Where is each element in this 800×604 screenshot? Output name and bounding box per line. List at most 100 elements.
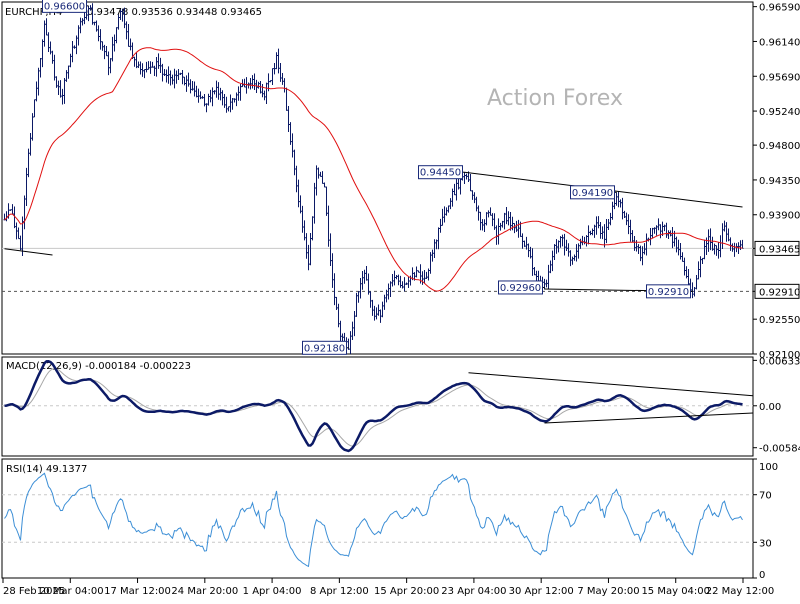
annotation-box — [418, 165, 463, 180]
candle — [527, 243, 530, 258]
candle — [477, 205, 480, 221]
candle — [727, 228, 730, 242]
candle — [75, 35, 78, 55]
candle — [105, 46, 108, 57]
candle — [55, 76, 58, 88]
candle — [325, 186, 328, 216]
candle — [213, 90, 216, 95]
candle — [425, 271, 428, 280]
candle — [607, 219, 610, 230]
candle — [401, 281, 404, 289]
macd-trendline — [544, 412, 753, 424]
candle — [403, 277, 406, 292]
candle — [489, 207, 492, 216]
candle — [611, 201, 614, 220]
candle — [597, 216, 600, 229]
candle — [217, 82, 220, 100]
candle — [207, 93, 210, 106]
candle — [433, 239, 436, 258]
candle — [553, 244, 556, 261]
candle — [369, 291, 372, 308]
candle — [633, 236, 636, 251]
price-tick-label: 0.96140 — [759, 37, 800, 48]
candle — [575, 244, 578, 262]
candle — [619, 199, 622, 208]
candle — [615, 192, 618, 206]
candle — [329, 233, 332, 267]
candle — [13, 206, 16, 229]
candle — [327, 205, 330, 247]
candle — [637, 244, 640, 255]
candle — [205, 103, 208, 113]
candle — [483, 219, 486, 232]
candle — [657, 218, 660, 231]
annotation-label: 0.94190 — [572, 188, 613, 199]
candle — [609, 212, 612, 226]
candle — [681, 252, 684, 262]
candle — [547, 264, 550, 290]
moving-average-series — [4, 47, 743, 292]
candle — [557, 240, 560, 253]
price-panel[interactable] — [1, 1, 754, 355]
candle — [123, 7, 126, 29]
candle — [303, 220, 306, 241]
candle — [357, 291, 360, 303]
candle — [163, 69, 166, 76]
time-tick-label: 10 Mar 04:00 — [37, 586, 104, 597]
candle — [431, 249, 434, 262]
candle — [103, 44, 106, 60]
time-tick-label: 30 Apr 12:00 — [509, 586, 574, 597]
candle — [491, 213, 494, 227]
candle — [97, 25, 100, 42]
candle — [81, 18, 84, 26]
candle — [621, 197, 624, 220]
candle — [59, 80, 62, 98]
candle — [473, 192, 476, 204]
candle — [725, 222, 728, 242]
candle — [561, 234, 564, 247]
candle — [469, 173, 472, 192]
candle — [305, 233, 308, 259]
candle — [661, 221, 664, 236]
candle — [199, 91, 202, 100]
candle — [127, 23, 130, 47]
candle — [63, 77, 66, 104]
candle — [533, 267, 536, 276]
candle — [679, 242, 682, 260]
candle — [287, 106, 290, 132]
candle — [523, 240, 526, 247]
candle — [389, 281, 392, 298]
candle — [517, 219, 520, 238]
rsi-tick-label: 70 — [759, 491, 772, 502]
rsi-line — [4, 472, 743, 568]
candle — [261, 83, 264, 98]
candle — [269, 80, 272, 83]
candle — [87, 5, 90, 22]
rsi-panel[interactable] — [1, 458, 754, 579]
candle — [509, 211, 512, 231]
price-annotation: 0.96600 — [42, 0, 89, 13]
candle — [323, 182, 326, 188]
candle — [367, 273, 370, 295]
macd-line — [4, 360, 743, 453]
candle — [717, 242, 720, 259]
price-annotation: 0.94190 — [570, 185, 617, 200]
candle — [435, 239, 438, 250]
symbol-timeframe-label: EURCHF,H4 — [5, 7, 62, 18]
candle — [149, 61, 152, 74]
candle — [141, 63, 144, 77]
candle — [191, 80, 194, 91]
candle — [69, 53, 72, 68]
candle — [445, 207, 448, 216]
candle — [605, 218, 608, 244]
time-tick-label: 15 Apr 20:00 — [374, 586, 439, 597]
price-annotation: 0.92960 — [498, 280, 545, 295]
candle — [429, 252, 432, 274]
candle — [677, 239, 680, 256]
candle — [671, 227, 674, 249]
candle — [119, 9, 122, 20]
candle — [655, 225, 658, 236]
macd-panel[interactable] — [1, 356, 754, 457]
candle — [667, 230, 670, 240]
